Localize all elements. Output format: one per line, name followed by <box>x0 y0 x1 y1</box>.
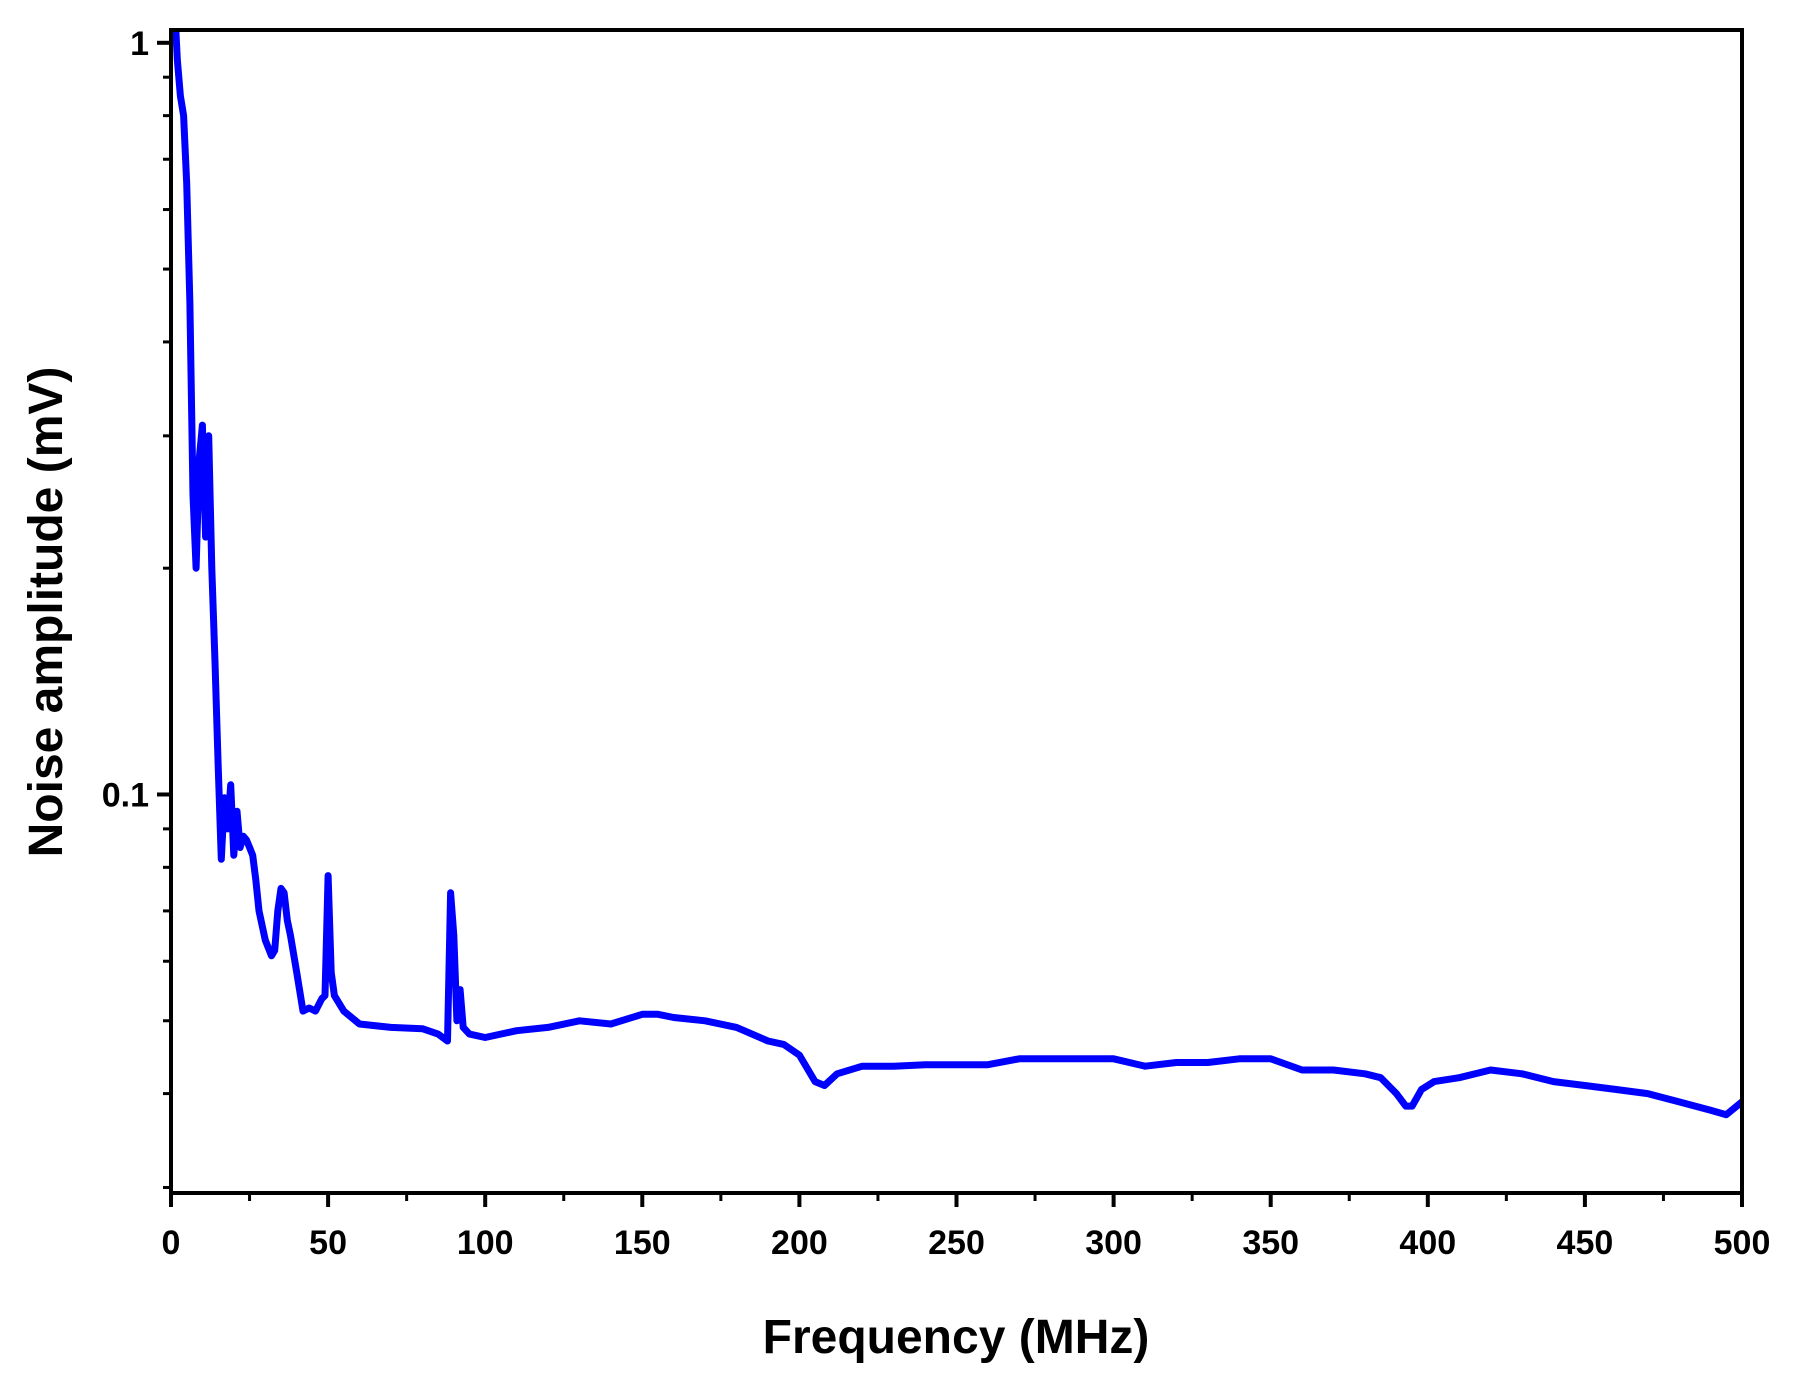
x-axis-label: Frequency (MHz) <box>763 1311 1150 1364</box>
y-axis-label: Noise amplitude (mV) <box>20 367 73 858</box>
chart-marks <box>172 30 1742 1119</box>
x-tick-label: 400 <box>1399 1224 1456 1262</box>
y-tick-label: 0.1 <box>102 776 149 814</box>
x-tick-label: 100 <box>457 1224 514 1262</box>
x-tick-label: 250 <box>928 1224 985 1262</box>
x-tick-label: 450 <box>1557 1224 1614 1262</box>
series-line-0 <box>172 30 1742 1119</box>
x-tick-label: 350 <box>1242 1224 1299 1262</box>
axis-ticks: 0 50 100 150 200 250 300 350 400 450 500 1 0.1 <box>102 25 1771 1262</box>
plot-frame <box>169 28 1744 1195</box>
x-tick-label: 300 <box>1085 1224 1142 1262</box>
x-tick-label: 200 <box>771 1224 828 1262</box>
x-tick-label: 150 <box>614 1224 671 1262</box>
y-tick-label: 1 <box>130 25 149 63</box>
x-tick-label: 50 <box>309 1224 347 1262</box>
x-tick-label: 0 <box>162 1224 181 1262</box>
x-tick-label: 500 <box>1714 1224 1771 1262</box>
